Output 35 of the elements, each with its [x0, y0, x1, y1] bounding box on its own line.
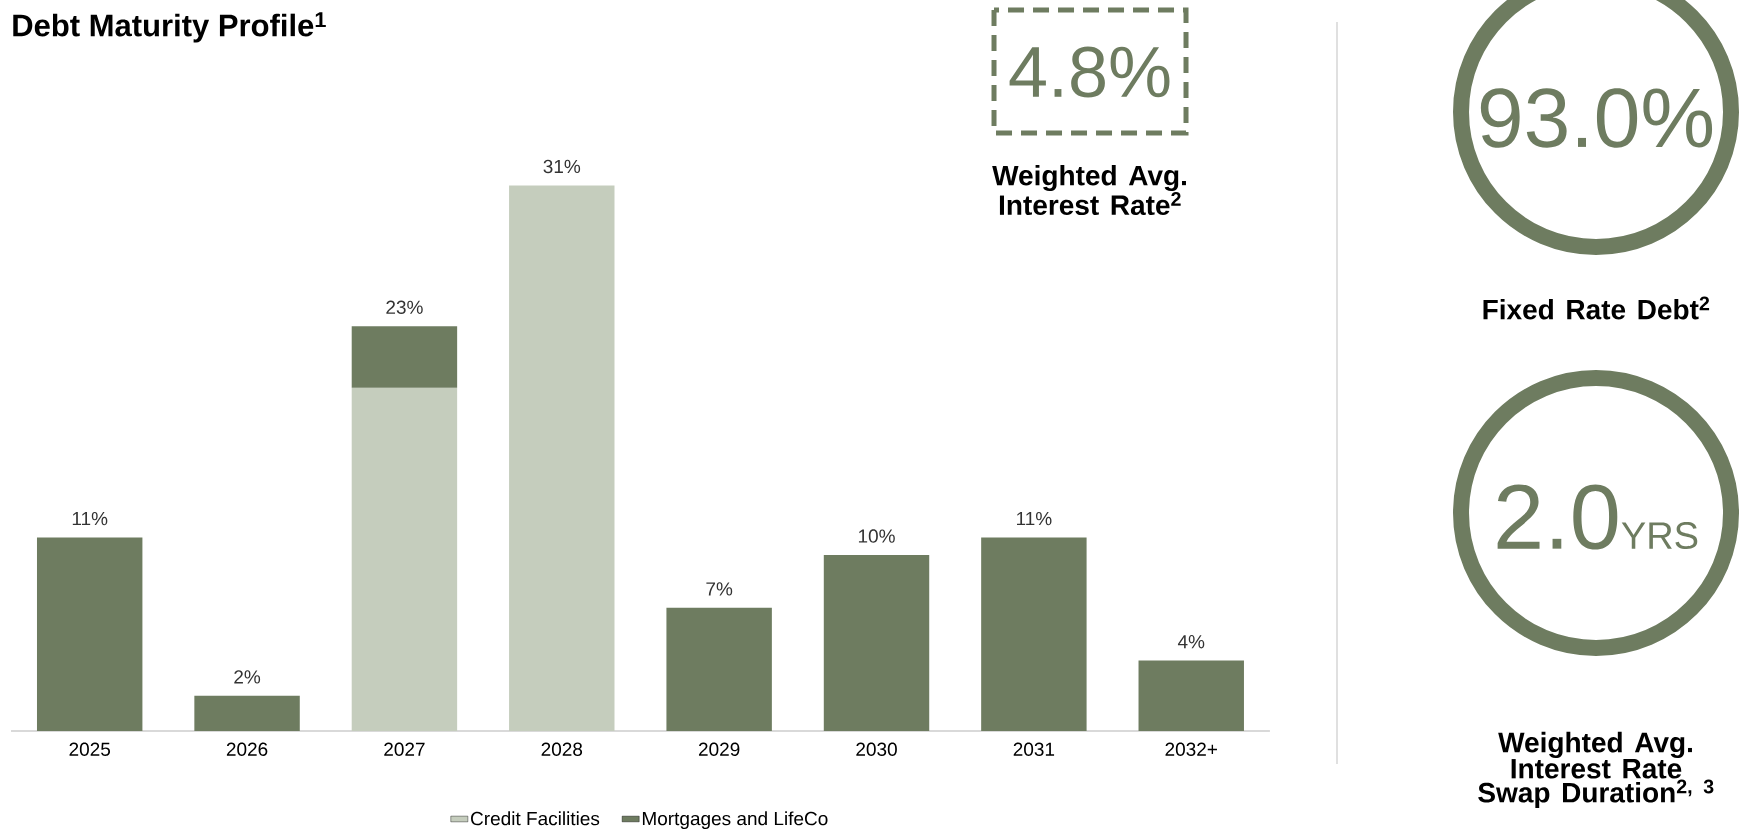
bar [509, 185, 615, 731]
x-tick-label: 2025 [69, 742, 111, 756]
bar [823, 554, 930, 731]
legend-label: Mortgages and LifeCo [642, 811, 828, 830]
bar [36, 537, 143, 731]
data-label: 11% [72, 511, 108, 526]
bar [351, 326, 458, 388]
x-tick-label: 2026 [226, 742, 268, 756]
data-label: 4% [1177, 635, 1205, 649]
x-tick-label: 2030 [856, 742, 897, 756]
data-label: 10% [858, 529, 895, 543]
bar [194, 695, 300, 731]
text: 2.0 [1497, 484, 1618, 550]
bar [351, 387, 458, 731]
data-label: 7% [706, 582, 733, 596]
chart-title: Debt Maturity Profile$^{1}$ [13, 12, 326, 43]
legend-label: Credit Facilities [471, 811, 600, 826]
x-tick-label: 2029 [698, 742, 740, 756]
annotation: Weighted Avg. Interest Rate$^{2}$ [992, 164, 1186, 216]
bar [981, 537, 1087, 731]
bar [666, 607, 772, 731]
x-tick-label: 2028 [541, 742, 583, 756]
x-tick-label: 2031 [1013, 742, 1055, 756]
total-label: 23% [386, 300, 423, 314]
text: Weighted Avg. Interest Rate Swap Duration$^{2, 3}$ [1478, 731, 1714, 809]
data-label: 11% [1017, 511, 1052, 526]
x-tick-label: 2032+ [1165, 742, 1217, 756]
text: 4.8% [1009, 46, 1170, 98]
text: YRS [1621, 522, 1698, 550]
text: 93.0% [1480, 88, 1713, 148]
data-label: 2% [234, 670, 261, 684]
bar [1138, 660, 1244, 731]
text: Fixed Rate Debt$^{2}$ [1483, 296, 1710, 320]
x-tick-label: 2027 [384, 742, 425, 756]
data-label: 31% [543, 159, 581, 174]
